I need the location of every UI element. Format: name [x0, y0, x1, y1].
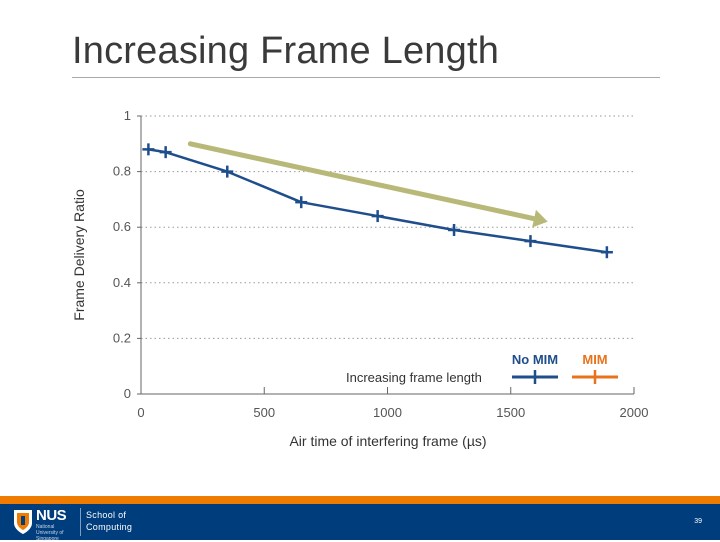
- legend-label-mim: MIM: [582, 352, 607, 367]
- data-point: [524, 235, 537, 248]
- chart-axes: 0 0.2 0.4 0.6 0.8 1 0 500 1000 1500 2000: [113, 108, 649, 420]
- y-tick-label: 0.4: [113, 275, 131, 290]
- chart-legend: No MIM MIM Increasing frame length: [346, 352, 618, 385]
- school-name: School of Computing: [86, 509, 132, 533]
- series-line-0: [148, 148, 608, 254]
- x-tick-label: 2000: [620, 405, 649, 420]
- chart-series: [142, 143, 613, 259]
- data-point: [221, 165, 234, 178]
- school-name-line1: School of: [86, 510, 127, 520]
- y-axis-label: Frame Delivery Ratio: [71, 189, 87, 321]
- slide-title: Increasing Frame Length: [72, 30, 500, 72]
- trend-arrow-head: [532, 209, 548, 228]
- trend-arrow: [187, 141, 548, 228]
- data-point: [600, 246, 613, 259]
- legend-annotation: Increasing frame length: [346, 370, 482, 385]
- school-name-line2: Computing: [86, 522, 133, 532]
- y-tick-label: 0: [124, 386, 131, 401]
- data-point: [295, 196, 308, 209]
- nus-logo-subtext: National University of Singapore: [36, 524, 64, 542]
- title-divider: [72, 77, 660, 78]
- data-point: [159, 146, 172, 159]
- data-point: [448, 223, 461, 236]
- legend-label-no-mim: No MIM: [512, 352, 558, 367]
- y-tick-label: 0.8: [113, 164, 131, 179]
- footer-bar: NUS National University of Singapore Sch…: [0, 504, 720, 542]
- x-tick-label: 1500: [496, 405, 525, 420]
- page-number: 39: [694, 518, 702, 525]
- x-axis-label: Air time of interfering frame (µs): [289, 433, 486, 449]
- trend-arrow-shaft: [187, 141, 537, 222]
- crest-icon: [14, 510, 32, 534]
- x-tick-label: 0: [137, 405, 144, 420]
- nus-logo-text: NUS: [36, 507, 67, 524]
- x-tick-label: 1000: [373, 405, 402, 420]
- data-point: [142, 143, 155, 156]
- footer-accent-stripe: [0, 496, 720, 504]
- y-tick-label: 0.2: [113, 330, 131, 345]
- y-tick-label: 1: [124, 108, 131, 123]
- footer-separator: [80, 508, 81, 536]
- x-tick-label: 500: [253, 405, 275, 420]
- data-point: [371, 210, 384, 223]
- y-tick-label: 0.6: [113, 219, 131, 234]
